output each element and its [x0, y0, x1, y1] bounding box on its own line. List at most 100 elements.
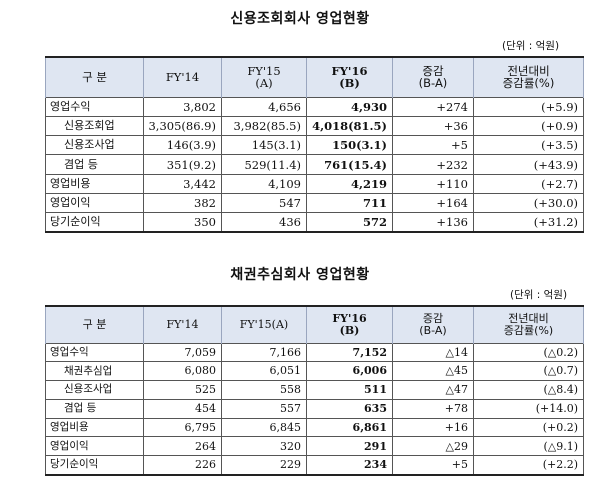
- header-category: 구 분: [45, 57, 144, 97]
- cell-yoy: (+43.9): [473, 154, 584, 175]
- cell-change: △45: [392, 361, 474, 382]
- header-yoy: 전년대비 증감률(%): [473, 57, 584, 97]
- header-yoy-bottom: 증감률(%): [503, 323, 554, 337]
- header-yoy-bottom: 증감률(%): [502, 76, 555, 91]
- row-label: 당기순이익: [45, 455, 144, 476]
- cell-change: +16: [392, 417, 474, 438]
- cell-fy15: 320: [221, 436, 307, 457]
- header-change-bottom: (B-A): [418, 76, 448, 91]
- row-label: 당기순이익: [45, 212, 144, 233]
- cell-yoy: (+31.2): [473, 212, 584, 233]
- cell-fy15: 145(3.1): [221, 135, 307, 156]
- cell-fy14: 525: [143, 380, 222, 400]
- table-row: 겸업 등 351(9.2) 529(11.4) 761(15.4) +232 (…: [45, 154, 584, 175]
- header-row: 구 분 FY'14 FY'15 (A) FY'16 (B) 증감 (B-A) 전…: [45, 57, 584, 97]
- header-category: 구 분: [45, 306, 144, 343]
- header-change-top: 증감: [422, 312, 444, 326]
- cell-fy14: 226: [143, 455, 222, 476]
- cell-change: +5: [392, 135, 474, 156]
- cell-change: △29: [392, 436, 474, 457]
- cell-fy16: 234: [306, 455, 393, 476]
- cell-fy15: 6,845: [221, 417, 307, 438]
- cell-fy15: 436: [221, 212, 307, 233]
- debt-collection-table: 구 분 FY'14 FY'15(A) FY'16 (B) 증감 (B-A) 전년…: [45, 305, 584, 476]
- section1-title: 신용조회회사 영업현황: [230, 11, 370, 27]
- header-fy16-top: FY'16: [331, 64, 368, 79]
- header-fy16-top: FY'16: [332, 312, 367, 326]
- cell-fy15: 557: [221, 398, 307, 419]
- header-fy15-bottom: (A): [255, 76, 273, 91]
- cell-fy14: 146(3.9): [143, 135, 222, 156]
- cell-fy15: 229: [221, 455, 307, 476]
- header-fy16-bottom: (B): [339, 323, 360, 337]
- table-row: 영업수익 7,059 7,166 7,152 △14 (△0.2): [45, 342, 584, 363]
- header-fy15: FY'15 (A): [221, 57, 307, 97]
- cell-fy16: 761(15.4): [306, 154, 393, 175]
- table-row: 영업이익 264 320 291 △29 (△9.1): [45, 436, 584, 457]
- header-change-top: 증감: [422, 64, 444, 79]
- cell-yoy: (+0.2): [473, 417, 584, 438]
- cell-fy15: 4,109: [221, 173, 307, 194]
- cell-yoy: (+0.9): [473, 115, 584, 137]
- cell-change: +78: [392, 398, 474, 419]
- row-label: 신용조사업: [45, 380, 144, 400]
- header-fy14: FY'14: [143, 57, 222, 97]
- section1-unit-label: (단위 : 억원): [502, 40, 560, 52]
- table-row: 채권추심업 6,080 6,051 6,006 △45 (△0.7): [45, 361, 584, 382]
- cell-fy14: 351(9.2): [143, 154, 222, 175]
- cell-fy14: 6,080: [143, 361, 222, 382]
- cell-fy15: 4,656: [221, 96, 307, 117]
- table-row: 신용조사업 146(3.9) 145(3.1) 150(3.1) +5 (+3.…: [45, 135, 584, 156]
- cell-yoy: (△0.7): [473, 361, 584, 382]
- table-row: 겸업 등 454 557 635 +78 (+14.0): [45, 398, 584, 419]
- row-label: 영업수익: [45, 342, 144, 363]
- header-yoy: 전년대비 증감률(%): [473, 306, 584, 343]
- cell-yoy: (△9.1): [473, 436, 584, 457]
- cell-change: △47: [392, 380, 474, 400]
- row-label: 영업비용: [45, 417, 144, 438]
- header-fy16-bottom: (B): [339, 76, 360, 91]
- cell-yoy: (+5.9): [473, 96, 584, 117]
- cell-fy14: 3,442: [143, 173, 222, 194]
- table-row: 신용조사업 525 558 511 △47 (△8.4): [45, 380, 584, 400]
- header-fy15-top: FY'15: [247, 64, 281, 79]
- cell-fy15: 558: [221, 380, 307, 400]
- section2-title: 채권추심회사 영업현황: [230, 267, 370, 283]
- cell-yoy: (△0.2): [473, 342, 584, 363]
- row-label: 영업비용: [45, 173, 144, 194]
- cell-fy14: 3,305(86.9): [143, 115, 222, 137]
- header-yoy-top: 전년대비: [507, 64, 550, 79]
- cell-yoy: (△8.4): [473, 380, 584, 400]
- cell-fy16: 572: [306, 212, 393, 233]
- cell-fy16: 291: [306, 436, 393, 457]
- row-label: 영업이익: [45, 192, 144, 214]
- cell-fy14: 454: [143, 398, 222, 419]
- row-label: 영업이익: [45, 436, 144, 457]
- cell-change: +136: [392, 212, 474, 233]
- credit-bureau-table: 구 분 FY'14 FY'15 (A) FY'16 (B) 증감 (B-A) 전…: [45, 56, 584, 234]
- cell-change: +274: [392, 96, 474, 117]
- row-label: 겸업 등: [45, 154, 144, 175]
- cell-fy15: 547: [221, 192, 307, 214]
- cell-fy15: 3,982(85.5): [221, 115, 307, 137]
- cell-fy14: 7,059: [143, 342, 222, 363]
- table-row: 당기순이익 350 436 572 +136 (+31.2): [45, 212, 584, 233]
- row-label: 신용조회업: [45, 115, 144, 137]
- header-fy15: FY'15(A): [221, 306, 307, 343]
- cell-fy14: 264: [143, 436, 222, 457]
- row-label: 채권추심업: [45, 361, 144, 382]
- header-change: 증감 (B-A): [392, 306, 474, 343]
- cell-fy15: 6,051: [221, 361, 307, 382]
- cell-fy16: 4,219: [306, 173, 393, 194]
- table-row: 영업비용 3,442 4,109 4,219 +110 (+2.7): [45, 173, 584, 194]
- table-row: 당기순이익 226 229 234 +5 (+2.2): [45, 455, 584, 476]
- cell-yoy: (+14.0): [473, 398, 584, 419]
- cell-fy15: 7,166: [221, 342, 307, 363]
- cell-yoy: (+2.2): [473, 455, 584, 476]
- section2-unit-label: (단위 : 억원): [510, 289, 568, 301]
- header-change-bottom: (B-A): [419, 323, 447, 337]
- cell-fy14: 6,795: [143, 417, 222, 438]
- cell-fy14: 350: [143, 212, 222, 233]
- cell-yoy: (+2.7): [473, 173, 584, 194]
- cell-fy16: 150(3.1): [306, 135, 393, 156]
